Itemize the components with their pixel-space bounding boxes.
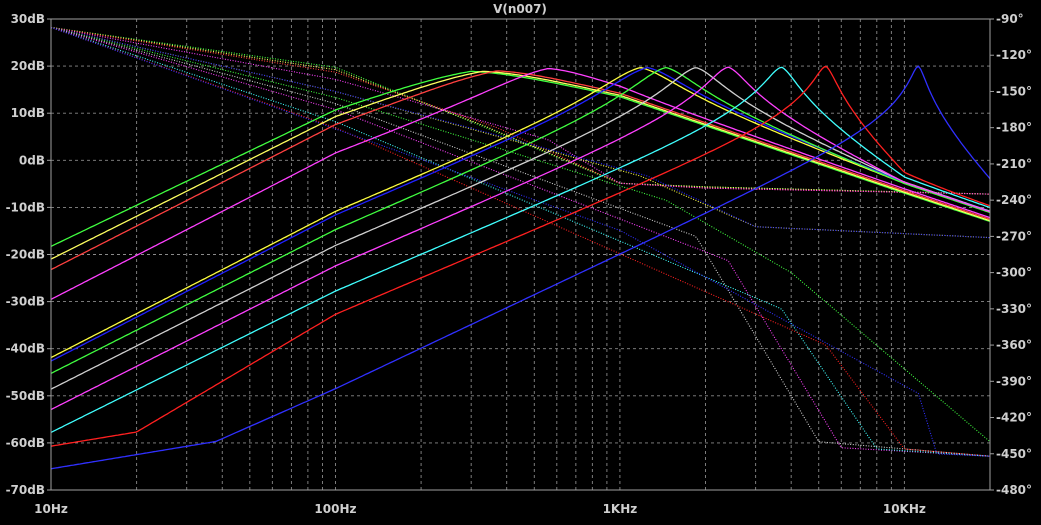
y-left-tick-label: -20dB [6,248,45,262]
magnitude-trace-11 [50,66,991,447]
phase-trace-5 [50,26,991,239]
y-right-tick-label: -210° [996,157,1032,171]
y-axis-right: -90° -120° -150° -180° -210° -240° -270° -300° -… [990,12,1032,497]
phase-trace-8 [50,26,991,457]
phase-trace-9 [50,26,991,457]
y-right-tick-label: -390° [996,374,1032,388]
magnitude-trace-5 [50,67,991,359]
magnitude-traces [50,65,991,470]
x-tick-label: 1KHz [603,502,638,516]
magnitude-trace-4 [50,67,991,300]
y-right-tick-label: -180° [996,121,1032,135]
y-axis-left: 30dB 20dB 10dB 0dB -10dB -20dB -30dB -40dB -50dB… [6,12,51,497]
chart-title: V(n007) [493,2,547,16]
y-left-tick-label: -60dB [6,436,45,450]
phase-trace-7 [50,26,991,443]
x-tick-label: 100Hz [314,502,356,516]
y-left-tick-label: 10dB [11,106,45,120]
phase-traces [50,26,991,457]
y-left-tick-label: 20dB [11,59,45,73]
x-axis: 10Hz 100Hz 1KHz 10KHz [34,502,926,516]
magnitude-trace-12 [50,65,991,470]
phase-trace-4 [50,26,990,195]
y-right-tick-label: -90° [996,12,1024,26]
magnitude-trace-3 [50,70,991,271]
y-right-tick-label: -240° [996,193,1032,207]
y-right-tick-label: -150° [996,84,1032,98]
y-right-tick-label: -480° [996,483,1032,497]
y-left-tick-label: -40dB [6,342,45,356]
y-right-tick-label: -330° [996,302,1032,316]
x-tick-label: 10Hz [34,502,68,516]
y-left-tick-label: 0dB [19,153,45,167]
magnitude-trace-10 [50,66,991,433]
magnitude-trace-2 [50,70,991,260]
y-left-tick-label: -70dB [6,483,45,497]
y-right-tick-label: -120° [996,48,1032,62]
magnitude-trace-9 [50,66,991,411]
y-right-tick-label: -450° [996,447,1032,461]
phase-trace-11 [50,26,991,457]
y-left-tick-label: -50dB [6,389,45,403]
y-left-tick-label: -30dB [6,295,45,309]
y-left-tick-label: 30dB [11,12,45,26]
y-right-tick-label: -360° [996,338,1032,352]
y-right-tick-label: -420° [996,411,1032,425]
magnitude-trace-8 [50,67,991,390]
y-right-tick-label: -300° [996,266,1032,280]
x-tick-label: 10KHz [883,502,926,516]
grid [51,19,990,490]
y-right-tick-label: -270° [996,229,1032,243]
y-left-tick-label: -10dB [6,200,45,214]
phase-trace-1 [50,26,990,195]
magnitude-trace-7 [50,66,991,374]
